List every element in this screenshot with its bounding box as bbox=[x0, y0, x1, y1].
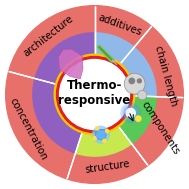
Circle shape bbox=[137, 78, 142, 84]
Text: structure: structure bbox=[84, 159, 130, 175]
Text: additives: additives bbox=[97, 13, 143, 38]
Circle shape bbox=[124, 73, 145, 94]
Circle shape bbox=[92, 125, 110, 144]
Circle shape bbox=[135, 115, 142, 122]
Polygon shape bbox=[59, 49, 83, 79]
Wedge shape bbox=[75, 123, 132, 157]
Wedge shape bbox=[94, 32, 135, 67]
Circle shape bbox=[138, 90, 147, 100]
Circle shape bbox=[129, 77, 135, 84]
Circle shape bbox=[95, 126, 100, 131]
Text: chain length: chain length bbox=[153, 44, 179, 107]
Circle shape bbox=[105, 129, 109, 133]
Text: concentration: concentration bbox=[8, 97, 49, 162]
Circle shape bbox=[57, 57, 132, 132]
Text: Thermo-
responsive: Thermo- responsive bbox=[58, 79, 131, 107]
Circle shape bbox=[92, 136, 97, 140]
Circle shape bbox=[96, 129, 106, 140]
Circle shape bbox=[54, 54, 135, 135]
Circle shape bbox=[6, 6, 183, 183]
Circle shape bbox=[60, 60, 129, 129]
Circle shape bbox=[123, 105, 138, 121]
Circle shape bbox=[125, 108, 136, 118]
Circle shape bbox=[120, 103, 141, 123]
Text: architecture: architecture bbox=[22, 13, 75, 58]
Circle shape bbox=[102, 139, 107, 143]
Wedge shape bbox=[118, 47, 157, 97]
Wedge shape bbox=[32, 78, 83, 154]
Wedge shape bbox=[34, 32, 94, 85]
Text: components: components bbox=[139, 99, 181, 156]
Wedge shape bbox=[116, 96, 157, 144]
